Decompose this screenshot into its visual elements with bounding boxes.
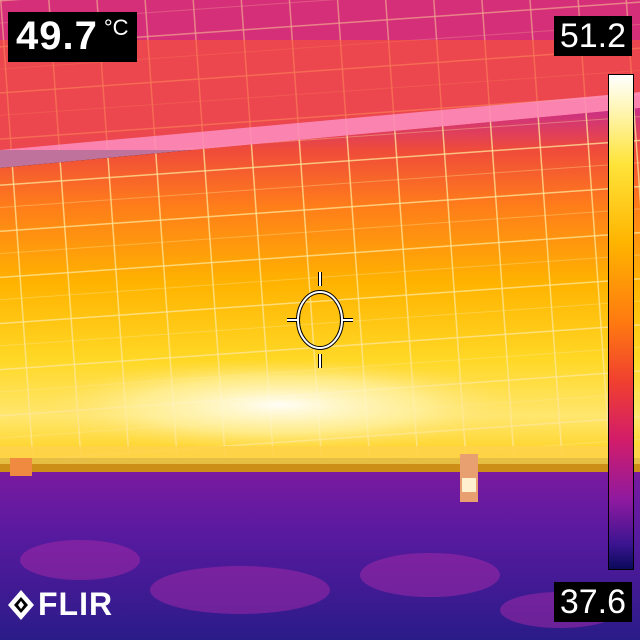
temperature-color-scale: [608, 74, 634, 570]
scale-min-label: 37.6: [553, 582, 632, 622]
scale-max-label: 51.2: [553, 16, 632, 56]
temperature-unit: °C: [103, 15, 129, 40]
spot-temperature-readout: 49.7 °C: [8, 12, 137, 62]
flir-logo-text: FLIR: [38, 586, 114, 622]
flir-diamond-icon: [8, 589, 34, 620]
flir-logo: FLIR: [8, 586, 113, 623]
spot-meter-crosshair-icon: [287, 272, 353, 368]
spot-temperature-value: 49.7: [16, 14, 98, 58]
